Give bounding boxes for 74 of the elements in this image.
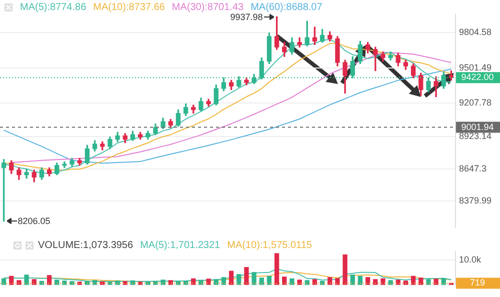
bar <box>24 274 29 285</box>
bar <box>153 280 158 285</box>
bar <box>365 277 370 285</box>
bar <box>100 281 105 285</box>
y-tick-label: 8923.14 <box>459 131 492 142</box>
ref-line-label: 719 <box>470 278 486 288</box>
bar <box>266 276 272 285</box>
bar <box>244 267 249 285</box>
y-tick-label: 10.0k <box>459 254 482 264</box>
bar <box>84 280 90 285</box>
bar <box>282 276 287 285</box>
bar <box>62 280 67 285</box>
annotation: 9937.98 <box>230 12 263 23</box>
bar <box>373 279 378 285</box>
bar <box>168 280 173 285</box>
bar <box>228 270 234 285</box>
bar <box>9 276 14 285</box>
bar <box>396 280 400 285</box>
bar <box>259 278 264 285</box>
bar <box>350 274 355 285</box>
bar <box>92 280 98 285</box>
text: MA(10):1,575.0115 <box>227 240 312 251</box>
bar <box>342 254 348 285</box>
text: MA(60):8688.07 <box>250 2 322 13</box>
text: MA(5):8774.86 <box>20 2 86 13</box>
bar <box>312 279 318 285</box>
bar <box>214 279 218 285</box>
bar <box>410 276 416 285</box>
bar <box>32 279 36 285</box>
bar <box>426 279 431 285</box>
bar <box>54 280 60 285</box>
annotation: 8206.05 <box>18 215 50 228</box>
bar <box>434 278 438 285</box>
bar <box>252 272 256 285</box>
bar <box>115 280 120 285</box>
y-tick-label: 9501.49 <box>459 62 492 73</box>
y-tick-label: 8379.99 <box>459 195 492 206</box>
bar <box>335 278 340 285</box>
ref-line-label: 9001.94 <box>461 122 494 132</box>
bar <box>304 280 310 285</box>
bar <box>191 278 196 285</box>
bar <box>160 280 166 285</box>
y-tick-label: 8647.3 <box>459 164 487 174</box>
bar <box>146 281 150 285</box>
bar <box>1 278 6 285</box>
bar <box>39 280 44 285</box>
bar <box>328 277 332 285</box>
bar <box>176 281 181 285</box>
bar <box>236 274 242 285</box>
bar <box>358 276 363 285</box>
bar <box>297 280 302 285</box>
y-tick-label: 9804.58 <box>459 26 492 37</box>
bar <box>418 278 424 285</box>
bar <box>388 280 393 285</box>
bar <box>16 280 22 285</box>
bar <box>198 280 204 285</box>
bar <box>70 281 74 285</box>
text: MA(10):8737.66 <box>93 2 165 13</box>
bar <box>441 278 446 285</box>
bar <box>130 280 136 285</box>
y-tick-label: 9207.78 <box>459 97 492 108</box>
bar <box>320 280 325 285</box>
bar <box>221 277 226 285</box>
bar <box>183 280 188 285</box>
bar <box>380 278 386 285</box>
text: VOLUME:1,073.3956 <box>38 240 134 251</box>
bar <box>274 253 280 285</box>
bar <box>206 278 211 285</box>
text: MA(30):8701.43 <box>172 2 244 13</box>
ref-line-label: 9422.00 <box>461 72 494 82</box>
bar <box>403 280 408 285</box>
bar <box>290 278 294 285</box>
text: MA(5):1,701.2321 <box>140 240 220 251</box>
bar <box>46 275 52 285</box>
